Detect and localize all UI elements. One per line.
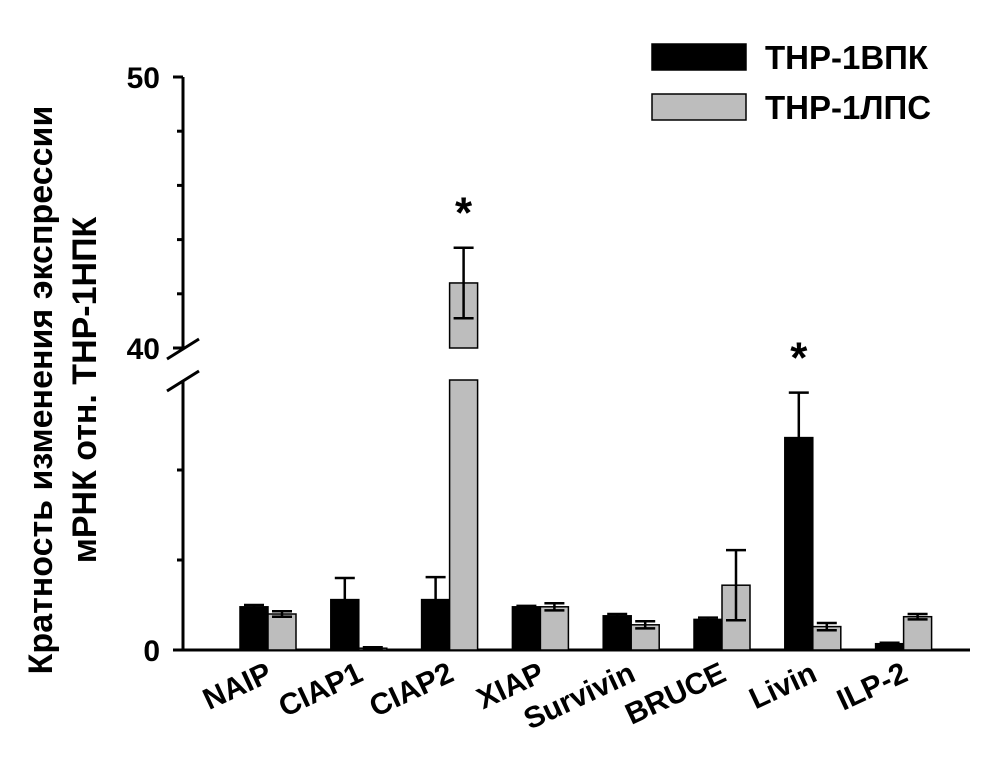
axis-break-mark [166,369,200,393]
legend: THP-1ВПК THP-1ЛПС [651,39,931,126]
legend-swatch [651,93,747,121]
y-tick-label: 40 [127,333,160,366]
significance-marker: * [790,334,808,383]
bar [267,613,297,651]
significance-marker: * [455,189,473,238]
x-tick-label: CIAP2 [365,656,459,723]
legend-swatch [651,43,747,71]
x-tick-label: ILP-2 [832,656,912,717]
x-tick-label: CIAP1 [274,656,368,723]
y-tick-label: 0 [143,635,160,668]
x-tick-label: NAIP [198,656,277,716]
x-tick-label: Livin [744,656,821,715]
bar [693,618,723,651]
bar [511,606,542,651]
y-axis-label-line1: Кратность изменения экспрессии [22,106,60,675]
bar [602,615,632,651]
legend-label: THP-1ЛПС [765,89,931,126]
y-axis-label-line2: мРНК отн. THP-1НПК [66,216,104,563]
bar [448,379,479,651]
bar [539,606,570,651]
bar [902,615,933,651]
legend-label: THP-1ВПК [765,39,929,76]
y-tick-label: 50 [127,62,160,95]
x-tick-label: BRUCE [620,656,731,731]
bar [239,606,269,651]
